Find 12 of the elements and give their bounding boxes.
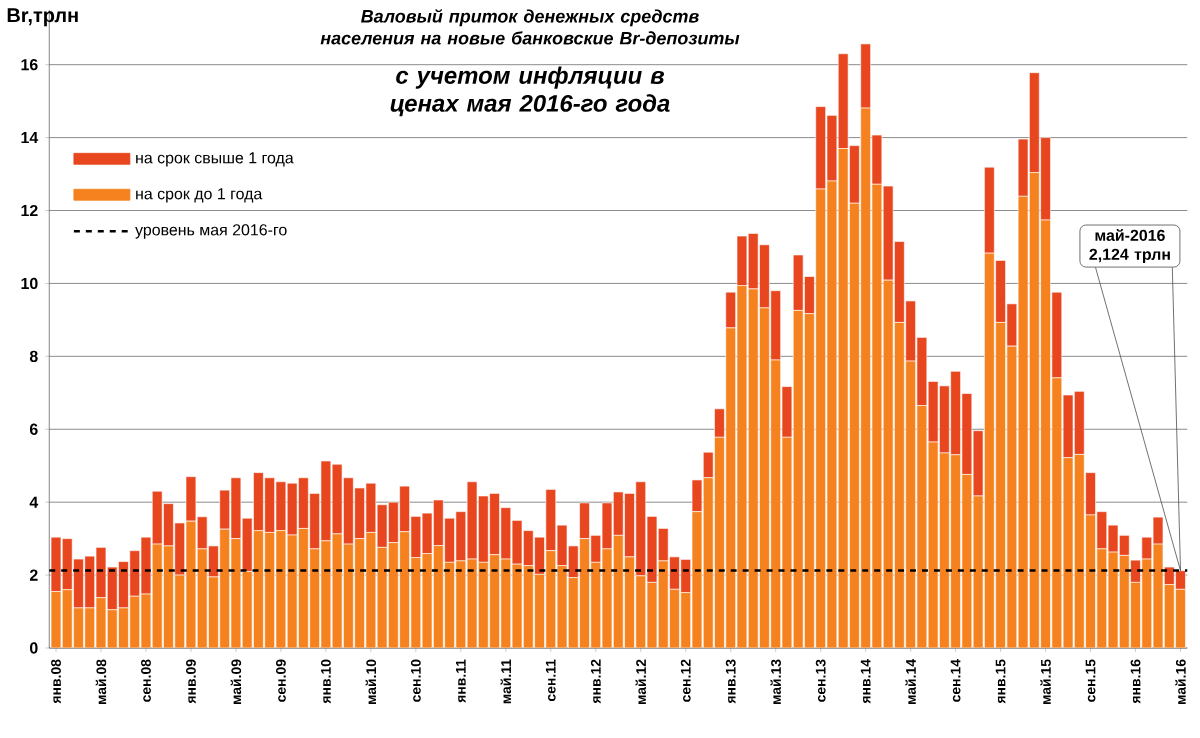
bar <box>725 291 736 329</box>
chart-title: Валовый приток денежных средств населения на новые банковские Br-депозиты <box>320 9 740 45</box>
bar <box>702 451 714 479</box>
bar <box>714 408 725 438</box>
bar <box>691 479 703 512</box>
bar <box>984 166 995 254</box>
bar <box>871 134 883 185</box>
bar <box>1051 291 1063 379</box>
text: с учетом инфляции в ценах мая 2016-го года <box>390 66 670 117</box>
bar <box>781 386 793 438</box>
y-axis-title: Br,трлн <box>7 8 78 27</box>
bar <box>1130 559 1141 583</box>
